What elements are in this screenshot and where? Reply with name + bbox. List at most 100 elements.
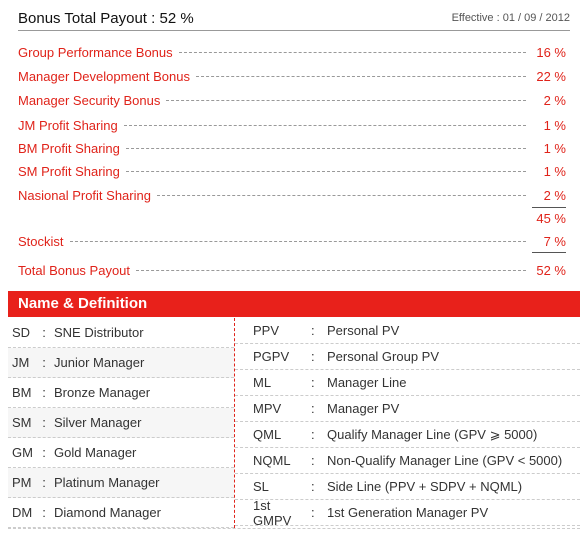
leader-line bbox=[178, 51, 526, 53]
bonus-row: Group Performance Bonus 16 % bbox=[18, 42, 566, 62]
definition-row: SD: SNE Distributor bbox=[8, 318, 234, 348]
leader-line bbox=[196, 75, 526, 77]
leader-line bbox=[69, 240, 526, 242]
bonus-value: 52 % bbox=[536, 262, 566, 278]
bonus-label: Manager Development Bonus bbox=[18, 68, 190, 84]
code: SD bbox=[12, 325, 31, 340]
bonus-value: 1 % bbox=[543, 117, 566, 133]
code: JM bbox=[12, 355, 30, 370]
effective-date: Effective : 01 / 09 / 2012 bbox=[451, 12, 570, 24]
term-column: PPV: Personal PV PGPV: Personal Group PV ML:… bbox=[235, 318, 580, 528]
header: Bonus Total Payout : 52 % Effective : 01… bbox=[18, 6, 570, 31]
bonus-value: 22 % bbox=[536, 68, 566, 84]
meaning: Platinum Manager bbox=[54, 475, 160, 490]
bonus-value: 16 % bbox=[536, 44, 566, 60]
bonus-label: JM Profit Sharing bbox=[18, 117, 118, 133]
meaning: Personal Group PV bbox=[327, 349, 440, 364]
code: MPV bbox=[253, 401, 282, 416]
meaning: SNE Distributor bbox=[54, 325, 144, 340]
definition-row: BM: Bronze Manager bbox=[8, 378, 234, 408]
separator: : bbox=[311, 479, 315, 494]
bonus-label: Stockist bbox=[18, 233, 64, 249]
rank-column: SD: SNE Distributor JM: Junior Manager BM: Br… bbox=[8, 318, 235, 528]
bonus-row: Total Bonus Payout 52 % bbox=[18, 260, 566, 280]
meaning: Silver Manager bbox=[54, 415, 142, 430]
separator: : bbox=[311, 401, 315, 416]
subtotal: 45 % bbox=[532, 207, 566, 226]
underline bbox=[532, 252, 566, 253]
bonus-value: 1 % bbox=[543, 140, 566, 156]
code: PPV bbox=[253, 323, 280, 338]
meaning: 1st Generation Manager PV bbox=[327, 505, 489, 520]
bonus-value: 2 % bbox=[543, 187, 566, 203]
definition-row: DM: Diamond Manager bbox=[8, 498, 234, 528]
bonus-row: SM Profit Sharing 1 % bbox=[18, 161, 566, 181]
meaning: Side Line (PPV + SDPV + NQML) bbox=[327, 479, 523, 494]
bonus-label: Total Bonus Payout bbox=[18, 262, 131, 278]
leader-line bbox=[125, 147, 526, 149]
separator: : bbox=[311, 453, 315, 468]
separator: : bbox=[42, 505, 46, 520]
separator: : bbox=[42, 385, 46, 400]
definition-row: SM: Silver Manager bbox=[8, 408, 234, 438]
code: SL bbox=[253, 479, 269, 494]
definition-row: QML: Qualify Manager Line (GPV ⩾ 5000) bbox=[235, 422, 580, 448]
code: 1st GMPV bbox=[253, 497, 292, 528]
meaning: Qualify Manager Line (GPV ⩾ 5000) bbox=[327, 426, 538, 442]
definition-row: PPV: Personal PV bbox=[235, 318, 580, 344]
bonus-label: Nasional Profit Sharing bbox=[18, 187, 151, 203]
meaning: Junior Manager bbox=[54, 355, 145, 370]
meaning: Manager Line bbox=[327, 375, 407, 390]
separator: : bbox=[42, 445, 46, 460]
separator: : bbox=[42, 415, 46, 430]
leader-line bbox=[156, 194, 526, 196]
code: SM bbox=[12, 415, 32, 430]
meaning: Manager PV bbox=[327, 401, 400, 416]
definition-row: JM: Junior Manager bbox=[8, 348, 234, 378]
title: Bonus Total Payout : 52 % bbox=[18, 9, 194, 27]
separator: : bbox=[311, 375, 315, 390]
separator: : bbox=[311, 427, 315, 442]
separator: : bbox=[42, 475, 46, 490]
meaning: Gold Manager bbox=[54, 445, 137, 460]
bonus-label: Group Performance Bonus bbox=[18, 44, 173, 60]
bonus-value: 1 % bbox=[543, 163, 566, 179]
bonus-label: SM Profit Sharing bbox=[18, 163, 120, 179]
bonus-label: Manager Security Bonus bbox=[18, 92, 161, 108]
leader-line bbox=[166, 99, 526, 101]
code: QML bbox=[253, 427, 282, 442]
meaning: Non-Qualify Manager Line (GPV < 5000) bbox=[327, 453, 563, 468]
separator: : bbox=[311, 505, 315, 520]
bonus-row: JM Profit Sharing 1 % bbox=[18, 115, 566, 135]
definition-row: SL: Side Line (PPV + SDPV + NQML) bbox=[235, 474, 580, 500]
meaning: Personal PV bbox=[327, 323, 400, 338]
separator: : bbox=[42, 355, 46, 370]
meaning: Bronze Manager bbox=[54, 385, 151, 400]
bonus-label: BM Profit Sharing bbox=[18, 140, 120, 156]
leader-line bbox=[125, 170, 526, 172]
bonus-row: Manager Security Bonus 2 % bbox=[18, 90, 566, 110]
definition-row: PGPV: Personal Group PV bbox=[235, 344, 580, 370]
separator: : bbox=[42, 325, 46, 340]
code: NQML bbox=[253, 453, 291, 468]
bonus-row: Manager Development Bonus 22 % bbox=[18, 66, 566, 86]
code: DM bbox=[12, 505, 33, 520]
separator: : bbox=[311, 349, 315, 364]
meaning: Diamond Manager bbox=[54, 505, 161, 520]
code: PGPV bbox=[253, 349, 290, 364]
bonus-value: 7 % bbox=[543, 233, 566, 249]
leader-line bbox=[136, 269, 526, 271]
definition-row: MPV: Manager PV bbox=[235, 396, 580, 422]
definition-table: SD: SNE Distributor JM: Junior Manager BM: Br… bbox=[8, 318, 580, 529]
definition-row: 1st GMPV:1st Generation Manager PV bbox=[235, 497, 580, 528]
bonus-row: Stockist 7 % bbox=[18, 231, 566, 251]
separator: : bbox=[311, 323, 315, 338]
code: ML bbox=[253, 375, 272, 390]
code: BM bbox=[12, 385, 32, 400]
definition-row: ML: Manager Line bbox=[235, 370, 580, 396]
section-title: Name & Definition bbox=[8, 291, 580, 317]
bonus-value: 2 % bbox=[543, 92, 566, 108]
definition-row: PM: Platinum Manager bbox=[8, 468, 234, 498]
bonus-row: BM Profit Sharing 1 % bbox=[18, 138, 566, 158]
